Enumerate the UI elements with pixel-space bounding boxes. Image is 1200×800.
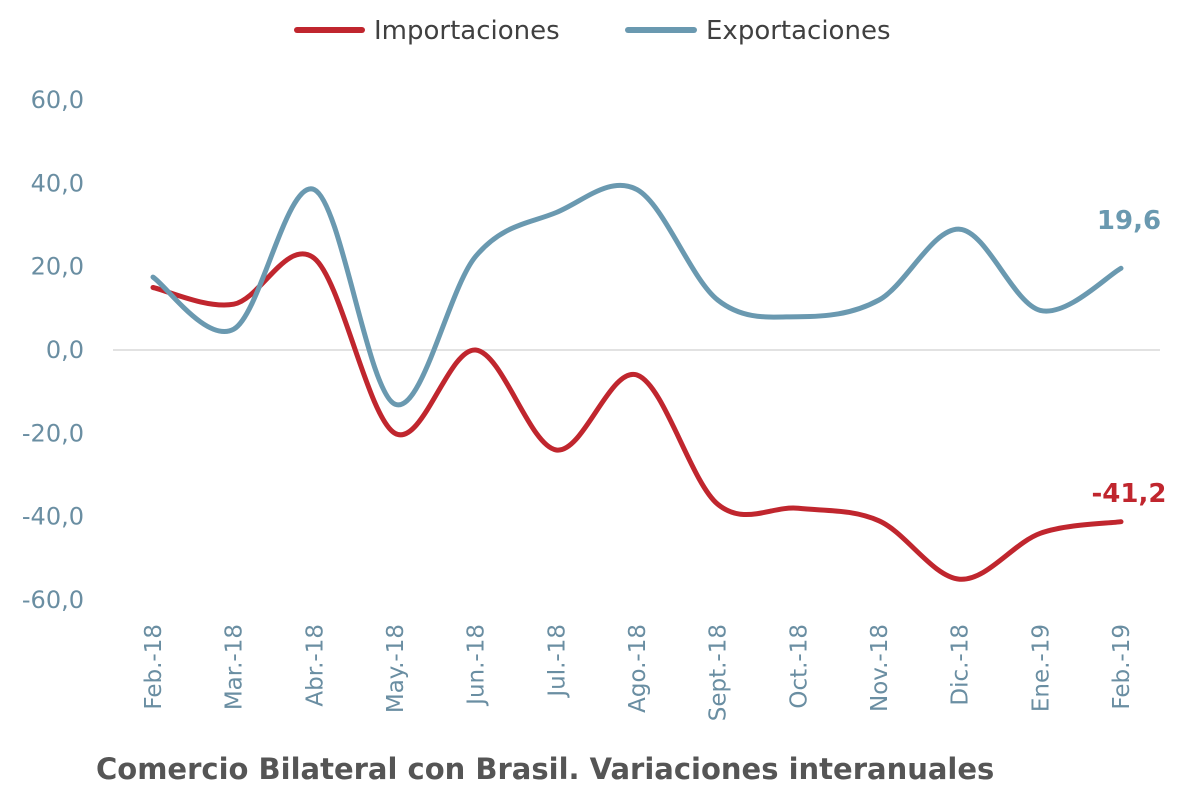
chart-legend: Importaciones Exportaciones bbox=[294, 16, 891, 46]
y-tick-label: 20,0 bbox=[31, 253, 84, 281]
y-axis: 60,0 40,0 20,0 0,0 -20,0 -40,0 -60,0 bbox=[22, 86, 84, 614]
y-tick-label: -60,0 bbox=[22, 586, 84, 614]
chart-caption: Comercio Bilateral con Brasil. Variacion… bbox=[96, 752, 995, 786]
series-line-exportaciones bbox=[150, 182, 1124, 408]
x-tick-label: Jul.-18 bbox=[544, 624, 570, 699]
y-tick-label: -40,0 bbox=[22, 503, 84, 531]
series-line-importaciones bbox=[150, 251, 1124, 582]
data-label-exportaciones: 19,6 bbox=[1097, 206, 1161, 236]
series-lines bbox=[150, 182, 1124, 582]
x-tick-label: Mar.-18 bbox=[222, 624, 248, 710]
y-tick-label: 40,0 bbox=[31, 169, 84, 197]
x-tick-label: Oct.-18 bbox=[786, 624, 812, 709]
x-tick-label: Ene.-19 bbox=[1028, 624, 1054, 712]
y-tick-label: 60,0 bbox=[31, 86, 84, 114]
x-tick-label: May.-18 bbox=[383, 624, 409, 713]
x-axis: Feb.-18 Mar.-18 Abr.-18 May.-18 Jun.-18 Jul.-… bbox=[141, 624, 1135, 721]
x-tick-label: Jun.-18 bbox=[464, 624, 490, 707]
x-tick-label: Ago.-18 bbox=[625, 624, 651, 713]
data-labels: -41,2 19,6 bbox=[1092, 206, 1167, 509]
x-tick-label: Abr.-18 bbox=[302, 624, 328, 707]
x-tick-label: Nov.-18 bbox=[867, 624, 893, 712]
data-label-importaciones: -41,2 bbox=[1092, 479, 1167, 509]
y-tick-label: -20,0 bbox=[22, 419, 84, 447]
legend-label-exportaciones: Exportaciones bbox=[706, 16, 891, 46]
x-tick-label: Feb.-19 bbox=[1109, 624, 1135, 710]
y-tick-label: 0,0 bbox=[46, 336, 84, 364]
x-tick-label: Sept.-18 bbox=[706, 624, 732, 721]
x-tick-label: Dic.-18 bbox=[948, 624, 974, 706]
x-tick-label: Feb.-18 bbox=[141, 624, 167, 710]
legend-label-importaciones: Importaciones bbox=[374, 16, 560, 46]
